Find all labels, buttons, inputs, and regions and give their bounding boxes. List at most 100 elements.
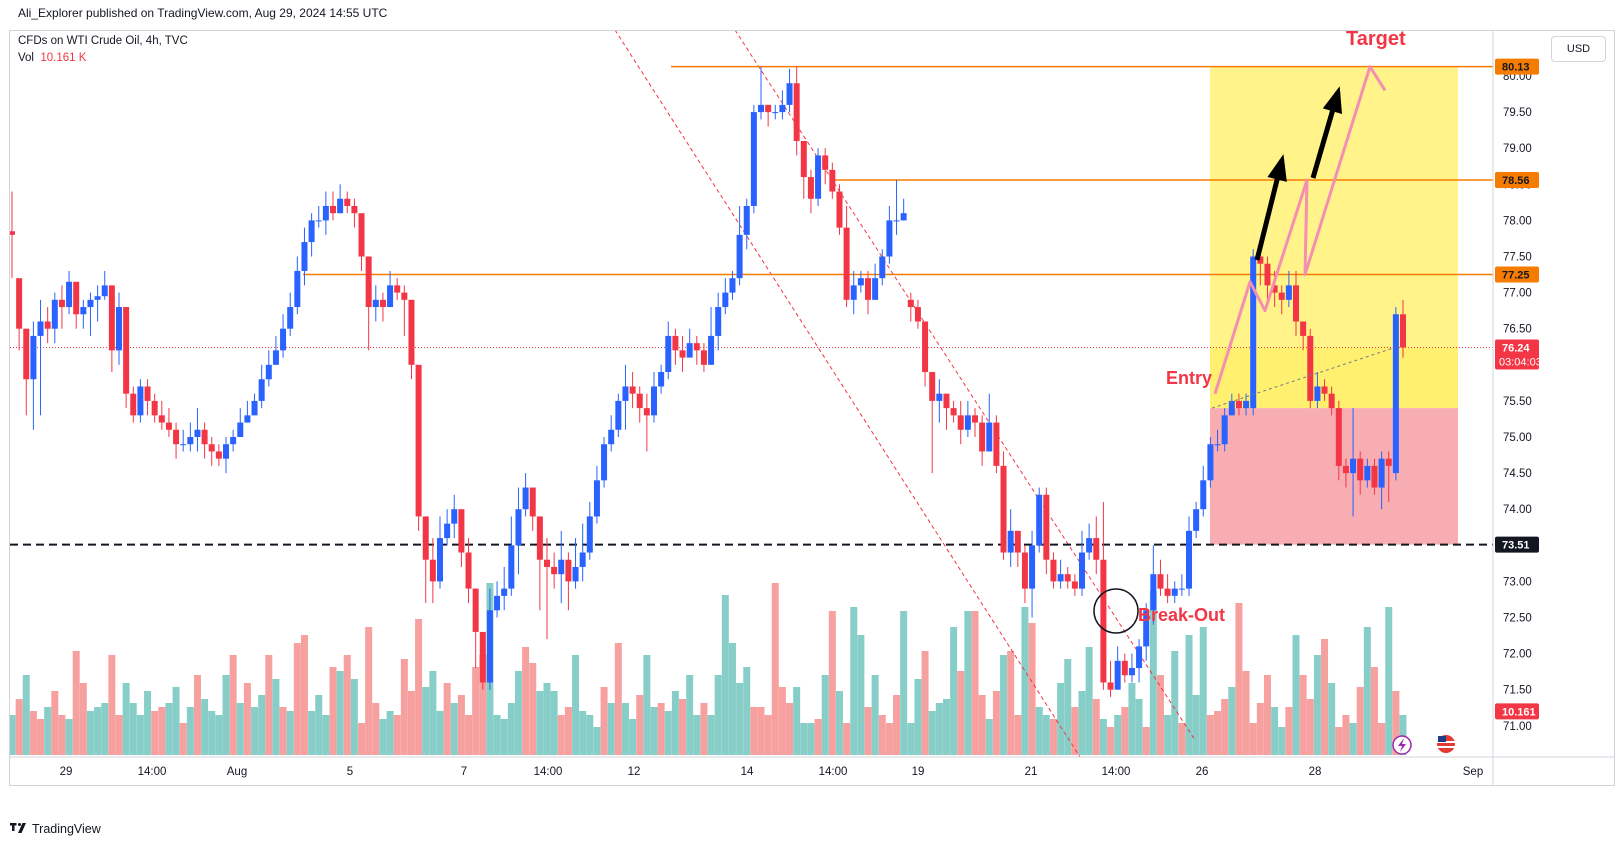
candle-body [1228, 400, 1235, 416]
candle-body [10, 231, 15, 235]
volume-bar [1092, 699, 1100, 755]
volume-bar [786, 703, 794, 755]
candle-body [173, 429, 180, 445]
candle-body [308, 220, 315, 243]
candle-body [372, 299, 379, 308]
volume-bar [1121, 707, 1129, 755]
volume-bar [579, 711, 587, 755]
volume-bar [443, 683, 451, 755]
volume-bar [978, 695, 986, 755]
volume-bar [165, 703, 173, 755]
volume-bar [907, 723, 915, 755]
volume-bar [1349, 723, 1357, 755]
black-arrow-1-head [1267, 154, 1287, 182]
candle-body [194, 429, 201, 437]
volume-bar [1292, 635, 1300, 755]
volume-bar [679, 699, 687, 755]
candle-body [829, 169, 836, 192]
currency-selector[interactable]: USD [1551, 36, 1606, 62]
candle-body [44, 321, 51, 329]
candle-body [1079, 552, 1085, 589]
candle-body [251, 400, 258, 416]
volume-bar [557, 715, 565, 755]
volume-bar [172, 687, 180, 755]
volume-bar [429, 671, 437, 755]
volume-bar [336, 671, 344, 755]
candle-body [779, 104, 786, 113]
x-tick-label: 12 [628, 766, 641, 778]
price-label-box [1495, 703, 1539, 720]
price-label: 76.24 [1502, 342, 1530, 354]
candle-body [1378, 458, 1385, 488]
y-tick-label: 72.50 [1503, 613, 1532, 625]
x-tick-label: 26 [1196, 766, 1209, 778]
candle-body [301, 242, 308, 271]
channel-line-lower [615, 31, 1081, 757]
volume-bar [122, 683, 130, 755]
volume-bar [1071, 707, 1079, 755]
x-tick-label: 14 [741, 766, 754, 778]
volume-bar [928, 711, 936, 755]
volume-bar [22, 675, 30, 755]
candle-body [394, 285, 401, 293]
x-tick-label: 29 [60, 766, 73, 778]
candle-body [208, 444, 215, 452]
volume-bar [1256, 703, 1264, 755]
volume-bar [750, 707, 758, 755]
candle-body [793, 83, 800, 141]
candle-body [287, 307, 294, 329]
volume-bar [572, 655, 580, 755]
candle-body [344, 198, 351, 206]
candle-body [272, 350, 279, 365]
candle-body [765, 104, 772, 113]
footer-brand[interactable]: TradingView [10, 822, 101, 836]
y-tick-label: 71.00 [1503, 721, 1532, 733]
candle-body [579, 552, 586, 567]
volume-bar [10, 715, 16, 755]
candle-body [330, 205, 336, 214]
volume-bar [1049, 719, 1057, 755]
candle-body [865, 278, 871, 300]
volume-bar [343, 655, 351, 755]
legend-symbol[interactable]: CFDs on WTI Crude Oil, 4h, TVC [18, 35, 188, 47]
volume-bar [379, 719, 387, 755]
volume-bar [1214, 711, 1222, 755]
chart-frame[interactable] [9, 30, 1615, 786]
volume-bar [529, 663, 537, 755]
candle-body [1293, 285, 1299, 322]
volume-bar [500, 719, 508, 755]
volume-bar [51, 691, 59, 755]
y-tick-label: 77.00 [1503, 288, 1532, 300]
volume-bar [1142, 727, 1150, 755]
candle-body [1171, 588, 1178, 596]
volume-bar [522, 647, 530, 755]
volume-bar [229, 655, 237, 755]
y-tick-label: 78.00 [1503, 215, 1532, 227]
y-tick-label: 75.50 [1503, 396, 1532, 408]
y-tick-label: 79.50 [1503, 107, 1532, 119]
candle-body [508, 545, 515, 589]
candle-body [315, 220, 322, 222]
candle-body [23, 328, 30, 380]
volume-bar [243, 683, 251, 755]
price-label-box [1495, 58, 1539, 75]
candle-body [736, 234, 743, 279]
x-tick-label: 5 [347, 766, 353, 778]
volume-bar [1114, 715, 1122, 755]
candle-body [422, 516, 429, 560]
legend-vol-label: Vol [18, 52, 34, 64]
candle-body [1021, 552, 1028, 589]
candle-body [66, 281, 73, 308]
candle-body [1250, 256, 1257, 409]
volume-bar [129, 703, 137, 755]
volume-bar [800, 723, 808, 755]
candle-body [1093, 538, 1100, 560]
volume-bar [921, 651, 929, 755]
volume-bar [1171, 651, 1179, 755]
x-tick-label: 14:00 [138, 766, 167, 778]
volume-bar [757, 707, 765, 755]
volume-bar [828, 611, 836, 755]
volume-bar [736, 683, 744, 755]
candle-body [750, 112, 757, 206]
